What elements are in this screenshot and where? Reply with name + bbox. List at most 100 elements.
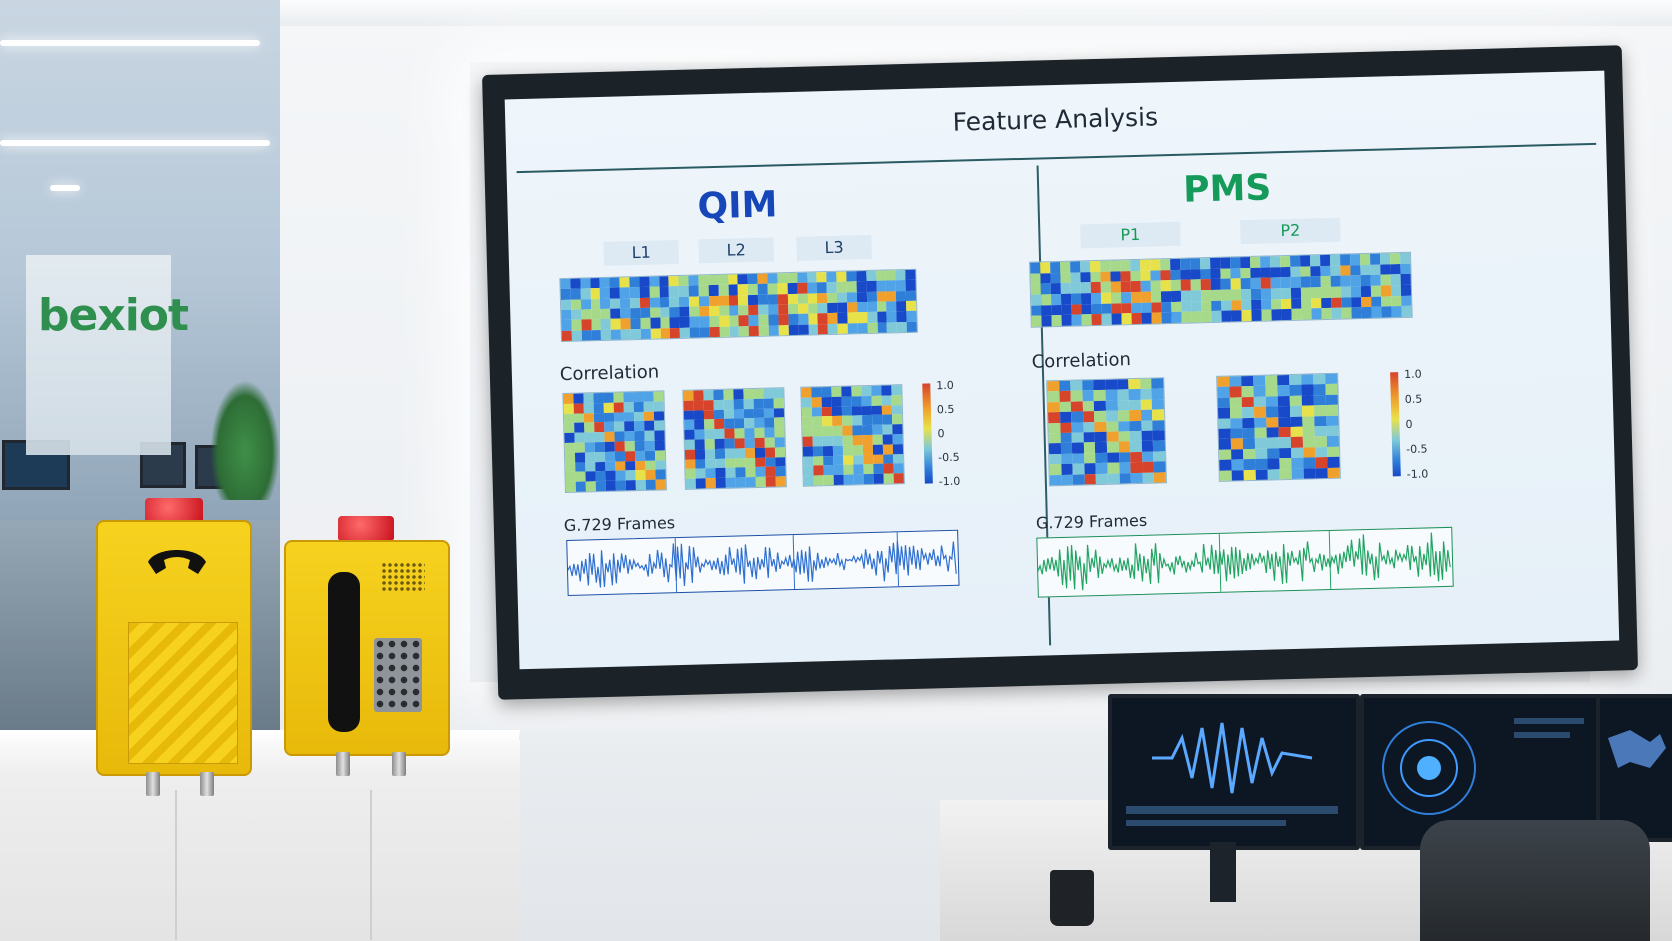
heatmap-cell: [570, 288, 581, 300]
heatmap-cell: [871, 395, 882, 406]
heatmap-cell: [1170, 290, 1182, 302]
heatmap-cell: [584, 442, 595, 453]
heatmap-cell: [725, 458, 736, 469]
heatmap-cell: [1399, 252, 1411, 264]
heatmap-cell: [1083, 452, 1096, 464]
heatmap-cell: [1130, 291, 1142, 303]
heatmap-cell: [601, 329, 612, 340]
heatmap-cell: [724, 418, 735, 429]
beacon-light: [338, 516, 394, 540]
heatmap-cell: [1047, 401, 1060, 413]
heatmap-cell: [758, 304, 769, 316]
heatmap-cell: [703, 390, 714, 401]
heatmap-cell: [1070, 261, 1081, 273]
heatmap-cell: [1370, 274, 1381, 286]
heatmap-cell: [650, 317, 661, 329]
heatmap-cell: [603, 392, 614, 403]
heatmap-cell: [1105, 400, 1118, 411]
heatmap-cell: [573, 413, 585, 424]
heatmap-cell: [1229, 376, 1242, 387]
tab-p2[interactable]: P2: [1240, 217, 1341, 245]
heatmap-cell: [668, 275, 679, 287]
heatmap-cell: [571, 330, 582, 341]
heatmap-cell: [1040, 262, 1051, 274]
heatmap-cell: [1254, 427, 1267, 439]
heatmap-cell: [729, 315, 740, 327]
heatmap-cell: [1111, 313, 1122, 325]
heatmap-cell: [755, 457, 766, 468]
heatmap-cell: [1152, 430, 1165, 441]
heatmap-cell: [1060, 463, 1073, 475]
heatmap-cell: [1251, 299, 1262, 311]
heatmap-cell: [1096, 473, 1108, 485]
heatmap-cell: [1111, 303, 1122, 314]
world-map-icon: [1608, 730, 1666, 768]
heatmap-cell: [1241, 396, 1254, 408]
heatmap-cell: [1229, 386, 1242, 398]
heatmap-cell: [1265, 385, 1278, 397]
heatmap-cell: [705, 458, 716, 469]
heatmap-cell: [1301, 374, 1314, 386]
heatmap-cell: [1401, 295, 1412, 307]
heatmap-cell: [832, 445, 844, 456]
heatmap-cell: [1130, 441, 1142, 452]
heatmap-cell: [1270, 277, 1281, 289]
tab-l1[interactable]: L1: [603, 239, 680, 266]
heatmap-cell: [734, 438, 745, 449]
heatmap-cell: [763, 398, 774, 409]
heatmap-cell: [653, 410, 665, 422]
heatmap-cell: [885, 280, 897, 292]
heatmap-cell: [788, 314, 799, 325]
heatmap-cell: [871, 405, 883, 416]
heatmap-cell: [744, 418, 755, 429]
heatmap-cell: [1218, 418, 1231, 429]
heatmap-cell: [1191, 300, 1202, 312]
heatmap-cell: [689, 316, 700, 328]
heatmap-cell: [1120, 281, 1131, 293]
heatmap-cell: [764, 437, 775, 448]
heatmap-cell: [827, 302, 838, 314]
heatmap-cell: [655, 459, 666, 471]
heatmap-cell: [640, 328, 651, 339]
pms-colorbar-tick: 0: [1405, 417, 1413, 431]
heatmap-cell: [1315, 467, 1328, 479]
tab-l3[interactable]: L3: [796, 234, 872, 261]
tab-l2[interactable]: L2: [698, 237, 774, 264]
heatmap-cell: [1271, 298, 1282, 310]
heatmap-cell: [714, 428, 725, 440]
heatmap-cell: [1110, 281, 1121, 293]
heatmap-cell: [1265, 406, 1279, 418]
heatmap-cell: [802, 416, 813, 427]
pms-correlation-matrix-p1: [1046, 377, 1167, 487]
heatmap-cell: [872, 444, 884, 455]
heatmap-cell: [615, 470, 626, 481]
heatmap-cell: [1072, 463, 1085, 475]
heatmap-cell: [1117, 420, 1130, 432]
ceiling-light: [0, 140, 270, 146]
heatmap-cell: [654, 430, 665, 441]
heatmap-cell: [775, 476, 786, 487]
heatmap-cell: [906, 321, 917, 332]
heatmap-cell: [768, 304, 779, 315]
tab-p1[interactable]: P1: [1080, 221, 1181, 249]
heatmap-cell: [1301, 384, 1314, 396]
heatmap-cell: [1351, 307, 1362, 319]
heatmap-cell: [821, 406, 833, 417]
heatmap-cell: [713, 409, 725, 420]
heatmap-cell: [629, 287, 640, 298]
beacon-light: [145, 498, 203, 524]
heatmap-cell: [1321, 308, 1332, 320]
heatmap-cell: [872, 424, 883, 435]
heatmap-cell: [1129, 410, 1142, 421]
heatmap-cell: [1391, 295, 1402, 307]
heatmap-cell: [1341, 307, 1352, 319]
heatmap-cell: [1221, 300, 1232, 312]
heatmap-cell: [1289, 395, 1302, 407]
heatmap-cell: [1240, 256, 1251, 268]
cable-gland: [200, 772, 214, 796]
heatmap-cell: [613, 412, 625, 423]
heatmap-cell: [1110, 260, 1121, 272]
heatmap-cell: [1181, 301, 1192, 313]
heatmap-cell: [817, 313, 828, 324]
heatmap-cell: [699, 316, 710, 328]
